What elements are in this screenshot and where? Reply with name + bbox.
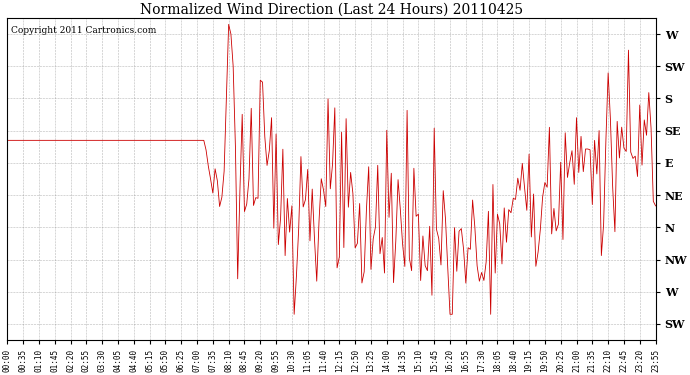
Title: Normalized Wind Direction (Last 24 Hours) 20110425: Normalized Wind Direction (Last 24 Hours…	[140, 3, 523, 17]
Text: Copyright 2011 Cartronics.com: Copyright 2011 Cartronics.com	[10, 26, 156, 35]
